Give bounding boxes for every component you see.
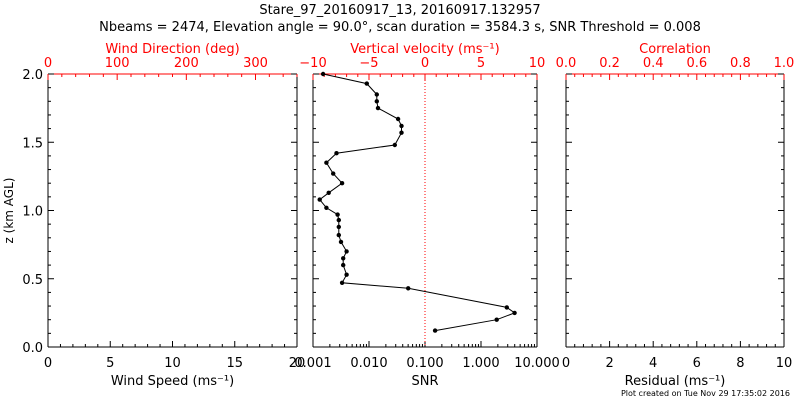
- x-tick-label-top: 0.2: [599, 56, 620, 71]
- x-tick-label-bottom: 8: [736, 356, 744, 371]
- data-point: [338, 239, 344, 245]
- x-tick-label-top: 100: [105, 56, 130, 71]
- x-tick-label-top: 0.0: [556, 56, 577, 71]
- data-point: [399, 130, 404, 135]
- x-tick-label-bottom: 5: [106, 356, 114, 371]
- data-point: [432, 328, 438, 333]
- data-point: [406, 286, 411, 291]
- x-tick-label-top: −5: [359, 56, 378, 71]
- x-axis-label-bottom: Wind Speed (ms⁻¹): [111, 374, 234, 389]
- x-tick-label-top: 10: [529, 56, 546, 71]
- data-point: [395, 116, 401, 122]
- x-tick-label-bottom: 10: [776, 356, 793, 371]
- x-tick-label-bottom: 0: [44, 356, 52, 371]
- data-point: [341, 262, 346, 268]
- data-point: [344, 272, 349, 277]
- data-point: [331, 171, 336, 176]
- x-tick-label-top: 0: [421, 56, 429, 71]
- x-tick-label-bottom: 15: [226, 356, 243, 371]
- data-point: [392, 142, 397, 148]
- x-tick-label-bottom: 6: [693, 356, 701, 371]
- series-line: [318, 73, 516, 332]
- x-tick-label-top: 1.0: [774, 56, 795, 71]
- chart-title: Stare_97_20160917_13, 20160917.132957: [259, 3, 540, 18]
- data-point: [512, 310, 517, 316]
- x-tick-label-bottom: 0.010: [350, 356, 387, 371]
- x-axis-label-bottom: Residual (ms⁻¹): [625, 374, 726, 389]
- chart-subtitle: Nbeams = 2474, Elevation angle = 90.0°, …: [99, 20, 701, 35]
- x-tick-label-bottom: 0.100: [406, 356, 443, 371]
- x-tick-label-top: 0.6: [686, 56, 707, 71]
- x-tick-label-bottom: 10.000: [514, 356, 560, 371]
- footer-note: Plot created on Tue Nov 29 17:35:02 2016: [621, 389, 790, 398]
- data-point: [324, 205, 329, 210]
- y-tick-label: 1.0: [22, 205, 43, 220]
- data-point: [364, 81, 369, 86]
- x-axis-label-bottom: SNR: [411, 374, 438, 389]
- x-tick-label-bottom: 2: [605, 356, 613, 371]
- x-tick-label-bottom: 0.001: [294, 356, 331, 371]
- x-tick-label-bottom: 1.000: [462, 356, 499, 371]
- data-point: [504, 305, 509, 310]
- data-point: [399, 123, 404, 129]
- data-point: [374, 99, 379, 104]
- chart-panel-left: 0.0 0.5 1.0 1.5 2.0 z (km AGL) 0 5 10 15 20 Wind Sp…: [2, 42, 305, 389]
- data-point: [339, 181, 345, 186]
- chart-panel-middle: 0.001 0.010 0.100 1.000 10.000 SNR −10 −5 0 5 10 Ve…: [294, 42, 559, 389]
- data-point: [374, 92, 379, 97]
- x-tick-label-bottom: 0: [562, 356, 570, 371]
- chart-panel-right: 0 2 4 6 8 10 Residual (ms⁻¹) 0.0 0.2 0.4 0.6 0.8 1.0…: [556, 42, 795, 389]
- data-point: [334, 151, 339, 156]
- data-point: [336, 232, 341, 238]
- x-tick-label-top: 0.4: [643, 56, 664, 71]
- x-axis-label-top: Wind Direction (deg): [105, 42, 239, 57]
- x-tick-label-bottom: 20: [289, 356, 306, 371]
- data-point: [339, 280, 345, 285]
- data-point: [326, 190, 331, 195]
- data-point: [317, 197, 322, 202]
- x-tick-label-top: 0.8: [730, 56, 751, 71]
- data-point: [494, 317, 499, 322]
- y-tick-label: 2.0: [22, 68, 43, 83]
- data-point: [375, 105, 381, 111]
- x-axis-label-top: Correlation: [639, 42, 711, 57]
- x-tick-label-top: 5: [477, 56, 485, 71]
- data-point: [344, 249, 349, 254]
- data-point: [336, 224, 341, 230]
- data-point: [335, 212, 340, 217]
- x-tick-label-top: 0: [44, 56, 52, 71]
- y-tick-label: 0.5: [22, 273, 43, 288]
- x-tick-label-top: −10: [299, 56, 326, 71]
- x-tick-label-top: 200: [174, 56, 199, 71]
- y-tick-label: 0.0: [22, 341, 43, 356]
- data-point: [320, 71, 326, 77]
- x-tick-label-bottom: 4: [649, 356, 657, 371]
- data-point: [324, 160, 329, 165]
- x-axis-label-top: Vertical velocity (ms⁻¹): [350, 42, 499, 57]
- y-tick-label: 1.5: [22, 136, 43, 151]
- x-tick-label-top: 300: [243, 56, 268, 71]
- x-tick-label-bottom: 10: [164, 356, 181, 371]
- data-point: [341, 256, 346, 261]
- data-point: [336, 217, 341, 223]
- y-axis-label: z (km AGL): [2, 178, 16, 244]
